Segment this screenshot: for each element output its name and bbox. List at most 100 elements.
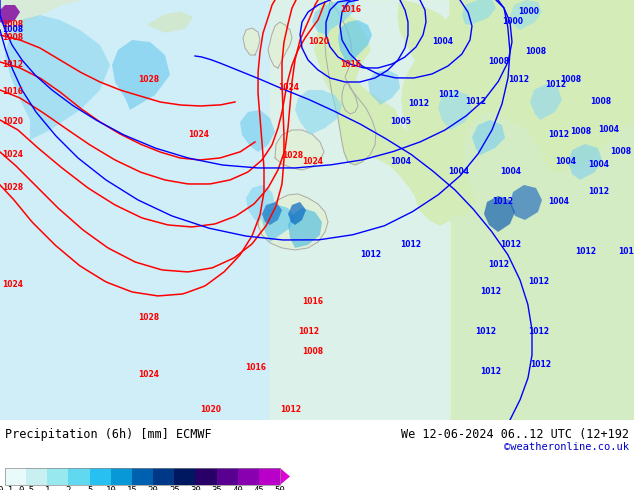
Text: 1004: 1004 (548, 197, 569, 206)
Polygon shape (530, 84, 562, 120)
Text: 1020: 1020 (2, 118, 23, 126)
Polygon shape (295, 90, 342, 135)
Text: 5: 5 (87, 486, 93, 490)
Polygon shape (0, 0, 80, 40)
Text: 1012: 1012 (528, 277, 549, 287)
Text: 1012: 1012 (2, 60, 23, 70)
Text: 1004: 1004 (390, 157, 411, 167)
Text: 1012: 1012 (438, 91, 459, 99)
Text: 45: 45 (254, 486, 264, 490)
Text: 1008: 1008 (590, 98, 611, 106)
Polygon shape (262, 202, 282, 225)
Polygon shape (112, 40, 170, 110)
Text: 1000: 1000 (502, 18, 523, 26)
Text: 1012: 1012 (280, 405, 301, 415)
Text: 1012: 1012 (360, 250, 381, 260)
Text: 1016: 1016 (302, 297, 323, 306)
Bar (259, 468, 280, 485)
Polygon shape (510, 0, 542, 30)
Polygon shape (288, 202, 306, 225)
Text: 1024: 1024 (2, 150, 23, 159)
Bar (26, 468, 48, 485)
Text: 10: 10 (105, 486, 116, 490)
Bar (217, 468, 238, 485)
Text: 1012: 1012 (492, 197, 513, 206)
Polygon shape (148, 12, 192, 32)
Text: 25: 25 (169, 486, 179, 490)
Polygon shape (315, 0, 455, 225)
Text: 1004: 1004 (555, 157, 576, 167)
Text: We 12-06-2024 06..12 UTC (12+192: We 12-06-2024 06..12 UTC (12+192 (401, 428, 629, 441)
Text: 1012: 1012 (475, 327, 496, 337)
Polygon shape (342, 82, 358, 114)
Bar (5, 468, 280, 485)
Bar (174, 468, 195, 485)
Polygon shape (398, 0, 470, 90)
Polygon shape (246, 185, 275, 222)
Text: 1016: 1016 (245, 364, 266, 372)
Text: 1024: 1024 (302, 157, 323, 167)
Polygon shape (280, 468, 290, 485)
Text: 1008: 1008 (2, 21, 23, 29)
Text: 1008: 1008 (488, 57, 509, 67)
Text: 1012: 1012 (575, 247, 596, 256)
Text: 1020: 1020 (200, 405, 221, 415)
Text: 0.5: 0.5 (18, 486, 34, 490)
Text: 20: 20 (148, 486, 158, 490)
Polygon shape (472, 120, 505, 155)
Text: 1028: 1028 (138, 314, 159, 322)
Text: 1005: 1005 (390, 118, 411, 126)
Polygon shape (268, 22, 292, 68)
Text: 1024: 1024 (278, 83, 299, 93)
Polygon shape (368, 70, 400, 105)
Text: 1008: 1008 (525, 48, 546, 56)
Text: 1028: 1028 (138, 75, 159, 84)
Text: 1012: 1012 (530, 361, 551, 369)
Text: 1004: 1004 (448, 168, 469, 176)
Polygon shape (438, 90, 472, 130)
Polygon shape (243, 28, 260, 55)
Polygon shape (0, 5, 20, 25)
Polygon shape (258, 194, 328, 250)
Polygon shape (5, 15, 110, 140)
Text: 1004: 1004 (500, 168, 521, 176)
Polygon shape (270, 0, 450, 420)
Bar (195, 468, 217, 485)
Text: 1004: 1004 (432, 38, 453, 47)
Bar (68, 468, 89, 485)
Polygon shape (240, 110, 275, 152)
Bar (111, 468, 132, 485)
Text: ©weatheronline.co.uk: ©weatheronline.co.uk (504, 442, 629, 452)
Polygon shape (450, 0, 634, 420)
Polygon shape (275, 130, 324, 170)
Text: 1: 1 (44, 486, 50, 490)
Text: 1008: 1008 (302, 347, 323, 356)
Polygon shape (312, 0, 355, 35)
Text: 15: 15 (127, 486, 138, 490)
Text: 1012: 1012 (548, 130, 569, 140)
Text: 1024: 1024 (188, 130, 209, 140)
Bar (238, 468, 259, 485)
Text: 1016: 1016 (340, 60, 361, 70)
Bar (5, 468, 26, 485)
Text: 1020: 1020 (308, 38, 329, 47)
Text: 50: 50 (275, 486, 285, 490)
Text: 2: 2 (66, 486, 71, 490)
Text: 1024: 1024 (2, 280, 23, 290)
Polygon shape (462, 0, 496, 25)
Text: 1012: 1012 (480, 368, 501, 376)
Polygon shape (484, 196, 515, 232)
Text: 1012: 1012 (480, 288, 501, 296)
Text: 1016: 1016 (340, 5, 361, 15)
Text: 1008: 1008 (2, 25, 23, 34)
Text: 1000: 1000 (518, 7, 539, 17)
Text: 1008: 1008 (570, 127, 591, 137)
Bar (89, 468, 111, 485)
Text: 0.1: 0.1 (0, 486, 13, 490)
Text: 1012: 1012 (588, 188, 609, 196)
Text: 1024: 1024 (138, 370, 159, 379)
Bar (132, 468, 153, 485)
Text: 1012: 1012 (298, 327, 319, 337)
Polygon shape (262, 205, 295, 242)
Polygon shape (568, 144, 602, 180)
